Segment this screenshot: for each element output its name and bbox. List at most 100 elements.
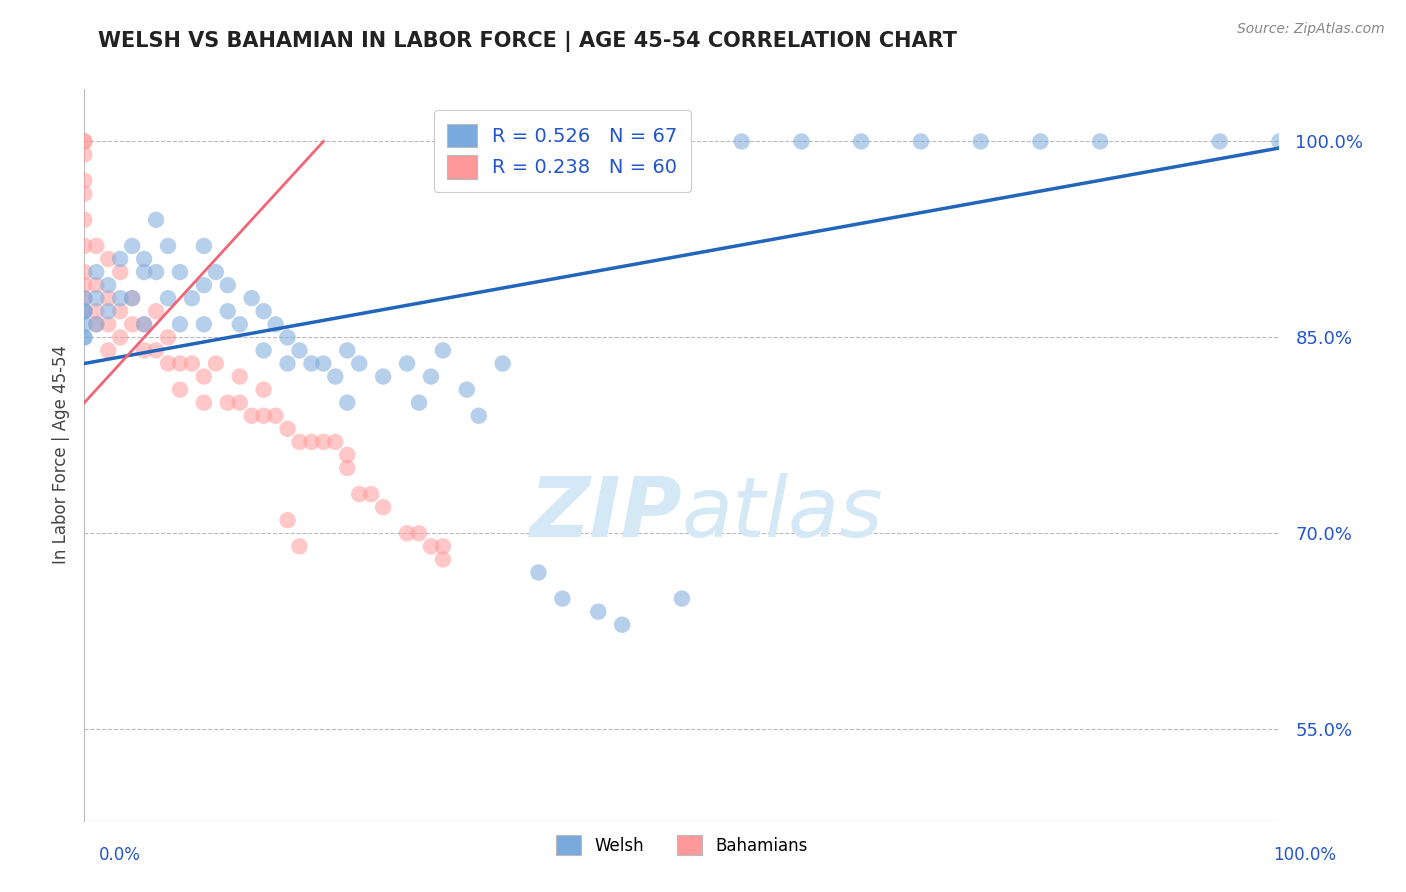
Point xyxy=(193,239,215,253)
Point xyxy=(132,265,156,279)
Point xyxy=(325,434,347,449)
Point xyxy=(73,278,96,293)
Point xyxy=(970,135,993,149)
Point xyxy=(121,318,143,332)
Point xyxy=(851,135,873,149)
Point xyxy=(336,461,359,475)
Point xyxy=(349,356,371,371)
Point xyxy=(325,369,347,384)
Point xyxy=(301,356,323,371)
Point xyxy=(169,383,191,397)
Point xyxy=(432,552,454,566)
Point xyxy=(86,318,108,332)
Point xyxy=(73,330,96,344)
Point xyxy=(110,265,132,279)
Point xyxy=(181,356,204,371)
Point xyxy=(408,526,430,541)
Point xyxy=(264,318,287,332)
Point xyxy=(612,617,634,632)
Text: Source: ZipAtlas.com: Source: ZipAtlas.com xyxy=(1237,22,1385,37)
Point xyxy=(193,369,215,384)
Point xyxy=(121,239,143,253)
Point xyxy=(193,318,215,332)
Point xyxy=(731,135,754,149)
Point xyxy=(110,291,132,305)
Point xyxy=(217,304,239,318)
Point xyxy=(86,304,108,318)
Point xyxy=(277,513,299,527)
Legend: Welsh, Bahamians: Welsh, Bahamians xyxy=(547,827,817,863)
Point xyxy=(86,239,108,253)
Y-axis label: In Labor Force | Age 45-54: In Labor Force | Age 45-54 xyxy=(52,345,70,565)
Point xyxy=(468,409,491,423)
Point xyxy=(229,369,252,384)
Point xyxy=(790,135,813,149)
Point xyxy=(301,434,323,449)
Point xyxy=(671,591,693,606)
Point xyxy=(527,566,550,580)
Point xyxy=(253,383,276,397)
Point xyxy=(97,343,120,358)
Point xyxy=(73,291,96,305)
Point xyxy=(1029,135,1052,149)
Point xyxy=(253,343,276,358)
Point xyxy=(193,395,215,409)
Point xyxy=(145,265,167,279)
Point xyxy=(86,318,108,332)
Point xyxy=(277,330,299,344)
Point xyxy=(73,304,96,318)
Point xyxy=(97,252,120,266)
Point xyxy=(86,278,108,293)
Point xyxy=(205,356,228,371)
Point xyxy=(253,409,276,423)
Point xyxy=(110,330,132,344)
Point xyxy=(336,395,359,409)
Point xyxy=(132,343,156,358)
Point xyxy=(73,304,96,318)
Point xyxy=(157,356,180,371)
Point xyxy=(73,291,96,305)
Point xyxy=(551,591,574,606)
Point xyxy=(240,291,263,305)
Point xyxy=(97,318,120,332)
Point xyxy=(86,265,108,279)
Point xyxy=(73,239,96,253)
Point xyxy=(1209,135,1232,149)
Point xyxy=(420,539,443,553)
Point xyxy=(588,605,610,619)
Point xyxy=(336,448,359,462)
Point xyxy=(240,409,263,423)
Point xyxy=(492,356,515,371)
Point xyxy=(432,343,454,358)
Point xyxy=(1090,135,1112,149)
Point xyxy=(132,318,156,332)
Point xyxy=(73,135,96,149)
Point xyxy=(288,539,311,553)
Point xyxy=(86,291,108,305)
Point xyxy=(360,487,382,501)
Point xyxy=(157,291,180,305)
Point xyxy=(97,278,120,293)
Text: ZIP: ZIP xyxy=(529,473,682,554)
Text: atlas: atlas xyxy=(682,473,883,554)
Point xyxy=(169,318,191,332)
Point xyxy=(264,409,287,423)
Point xyxy=(396,356,419,371)
Point xyxy=(169,356,191,371)
Point xyxy=(205,265,228,279)
Point xyxy=(217,395,239,409)
Point xyxy=(181,291,204,305)
Text: WELSH VS BAHAMIAN IN LABOR FORCE | AGE 45-54 CORRELATION CHART: WELSH VS BAHAMIAN IN LABOR FORCE | AGE 4… xyxy=(98,31,957,53)
Point xyxy=(145,212,167,227)
Point xyxy=(97,304,120,318)
Point xyxy=(73,304,96,318)
Point xyxy=(420,369,443,384)
Point xyxy=(121,291,143,305)
Point xyxy=(193,278,215,293)
Point xyxy=(121,291,143,305)
Point xyxy=(157,330,180,344)
Point xyxy=(373,369,395,384)
Point xyxy=(73,174,96,188)
Point xyxy=(288,343,311,358)
Point xyxy=(110,304,132,318)
